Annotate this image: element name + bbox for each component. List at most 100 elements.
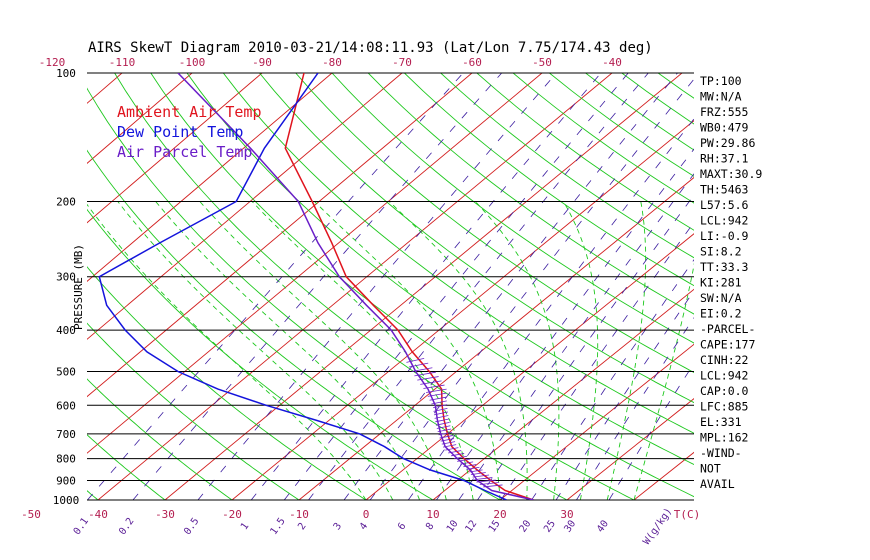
mixing-ratio-line bbox=[477, 194, 694, 500]
top-temp-tick-label: -70 bbox=[392, 56, 412, 69]
isotherm-line bbox=[87, 73, 403, 340]
cape-hatch-mark bbox=[414, 371, 436, 377]
bottom-temp-tick-label: 20 bbox=[493, 508, 506, 521]
isotherm-line bbox=[87, 73, 193, 164]
side-panel-line: -WIND- bbox=[700, 446, 742, 460]
cape-hatch-mark bbox=[476, 479, 496, 483]
isotherm-line bbox=[298, 176, 694, 500]
isotherm-line bbox=[87, 73, 473, 398]
mixing-ratio-unit-label: W(g/kg) bbox=[641, 506, 674, 547]
top-temp-tick-label: -40 bbox=[602, 56, 622, 69]
cape-hatch-mark bbox=[479, 482, 500, 485]
dry-adiabat-line bbox=[404, 73, 694, 287]
cape-hatch-mark bbox=[406, 358, 425, 363]
moist-adiabat-line bbox=[117, 201, 394, 500]
mixing-ratio-label: 40 bbox=[595, 519, 611, 535]
moist-adiabat-line bbox=[633, 262, 694, 500]
side-panel-line: FRZ:555 bbox=[700, 105, 748, 119]
side-panel-line: L57:5.6 bbox=[700, 198, 749, 212]
dry-adiabat-line bbox=[259, 73, 694, 404]
top-temp-tick-label: -120 bbox=[39, 56, 66, 69]
legend-entry: Air Parcel Temp bbox=[117, 143, 252, 161]
cape-hatch-mark bbox=[427, 392, 447, 397]
legend-entry: Ambient Air Temp bbox=[117, 103, 262, 121]
mixing-ratio-label: 12 bbox=[463, 518, 479, 534]
side-panel-line: EI:0.2 bbox=[700, 307, 742, 321]
pressure-tick-label: 900 bbox=[56, 474, 76, 487]
dry-adiabat-line bbox=[87, 378, 233, 500]
mixing-ratio-label: 1.5 bbox=[268, 516, 287, 537]
cape-hatch-mark bbox=[417, 376, 439, 381]
cape-hatch-mark bbox=[457, 458, 471, 462]
mixing-ratio-label: 0.5 bbox=[182, 516, 201, 537]
cape-hatch-mark bbox=[454, 455, 468, 460]
cape-hatch-mark bbox=[431, 400, 447, 405]
cape-hatch-mark bbox=[442, 444, 457, 448]
cape-hatch-mark bbox=[435, 421, 450, 426]
side-panel-line: LCL:942 bbox=[700, 214, 748, 228]
dry-adiabat-line bbox=[87, 266, 367, 500]
mixing-ratio-line bbox=[132, 73, 502, 500]
top-temp-tick-label: -110 bbox=[109, 56, 136, 69]
isotherm-line bbox=[566, 398, 694, 500]
pressure-tick-label: 200 bbox=[56, 196, 76, 209]
side-panel-line: RH:37.1 bbox=[700, 152, 749, 166]
cape-hatch-mark bbox=[470, 472, 486, 475]
mixing-ratio-label: 10 bbox=[445, 518, 461, 534]
mixing-ratio-line bbox=[283, 73, 629, 500]
mixing-ratio-label: 8 bbox=[424, 521, 436, 532]
dry-adiabat-line bbox=[186, 73, 694, 466]
top-temp-tick-label: -80 bbox=[322, 56, 342, 69]
side-panel-line: LCL:942 bbox=[700, 369, 748, 383]
dry-adiabat-line bbox=[512, 73, 694, 204]
side-panel-line: TH:5463 bbox=[700, 183, 749, 197]
bottom-temp-tick-label: -40 bbox=[88, 508, 108, 521]
pressure-tick-label: 1000 bbox=[53, 494, 80, 507]
cape-hatch-mark bbox=[440, 438, 455, 442]
cape-hatch-mark bbox=[434, 415, 449, 419]
cape-hatch-mark bbox=[466, 466, 480, 470]
bottom-temp-tick-label: -10 bbox=[289, 508, 309, 521]
cape-hatch-mark bbox=[435, 418, 450, 423]
cape-hatch-mark bbox=[420, 380, 442, 385]
mixing-ratio-line bbox=[531, 259, 694, 500]
isotherm-line bbox=[87, 73, 333, 282]
isotherm-line bbox=[87, 73, 543, 454]
dry-adiabat-line bbox=[150, 73, 694, 498]
top-temp-tick-label: -100 bbox=[179, 56, 206, 69]
top-temp-tick-label: -90 bbox=[252, 56, 272, 69]
dry-adiabat-line bbox=[87, 434, 166, 500]
x-axis-label: T(C) bbox=[674, 508, 701, 521]
dry-adiabat-line bbox=[295, 73, 694, 374]
dry-adiabat-line bbox=[87, 208, 434, 500]
chart-title: AIRS SkewT Diagram 2010-03-21/14:08:11.9… bbox=[88, 40, 653, 56]
top-temp-tick-label: -50 bbox=[532, 56, 552, 69]
side-panel-line: LI:-0.9 bbox=[700, 229, 749, 243]
mixing-ratio-line bbox=[608, 362, 694, 500]
mixing-ratio-line bbox=[250, 73, 602, 500]
moist-adiabat-line bbox=[87, 203, 367, 500]
mixing-ratio-label: 1 bbox=[239, 521, 251, 532]
mixing-ratio-line bbox=[369, 78, 694, 500]
isotherm-line bbox=[499, 343, 694, 500]
side-panel-line: SI:8.2 bbox=[700, 245, 742, 259]
isotherm-line bbox=[432, 288, 694, 500]
moist-adiabat-line bbox=[388, 201, 528, 500]
isotherm-line bbox=[231, 120, 694, 500]
cape-hatch-mark bbox=[474, 477, 493, 481]
mixing-ratio-line bbox=[500, 221, 694, 500]
mixing-ratio-line bbox=[576, 317, 694, 500]
cape-hatch-mark bbox=[472, 474, 490, 478]
cape-hatch-mark bbox=[469, 469, 483, 473]
side-panel-line: TT:33.3 bbox=[700, 260, 749, 274]
cape-hatch-mark bbox=[436, 425, 451, 429]
side-panel-line: CAP:0.0 bbox=[700, 384, 749, 398]
isotherm-line bbox=[87, 73, 263, 224]
profile-series bbox=[98, 73, 534, 500]
mixing-ratio-line bbox=[308, 73, 649, 500]
dry-adiabat-line bbox=[767, 73, 870, 500]
mixing-ratio-line bbox=[555, 290, 694, 500]
mixing-ratio-label: 6 bbox=[396, 521, 408, 532]
bottom-temp-tick-label: 10 bbox=[426, 508, 439, 521]
moist-adiabat-line bbox=[199, 201, 447, 500]
